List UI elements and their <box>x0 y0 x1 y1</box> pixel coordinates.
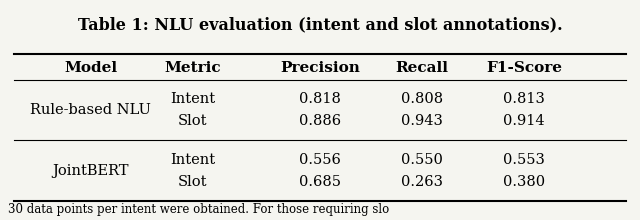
Text: 0.886: 0.886 <box>299 114 341 128</box>
Text: JointBERT: JointBERT <box>52 164 129 178</box>
Text: 0.943: 0.943 <box>401 114 443 128</box>
Text: Metric: Metric <box>164 61 221 75</box>
Text: 0.380: 0.380 <box>503 175 545 189</box>
Text: 0.263: 0.263 <box>401 175 443 189</box>
Text: Slot: Slot <box>178 175 207 189</box>
Text: 0.550: 0.550 <box>401 153 443 167</box>
Text: 0.808: 0.808 <box>401 92 443 106</box>
Text: 0.685: 0.685 <box>299 175 341 189</box>
Text: 0.556: 0.556 <box>299 153 341 167</box>
Text: Recall: Recall <box>396 61 449 75</box>
Text: Precision: Precision <box>280 61 360 75</box>
Text: Table 1: NLU evaluation (intent and slot annotations).: Table 1: NLU evaluation (intent and slot… <box>77 16 563 34</box>
Text: 0.813: 0.813 <box>503 92 545 106</box>
Text: Rule-based NLU: Rule-based NLU <box>30 103 151 117</box>
Text: 0.914: 0.914 <box>503 114 545 128</box>
Text: Slot: Slot <box>178 114 207 128</box>
Text: 30 data points per intent were obtained. For those requiring slo: 30 data points per intent were obtained.… <box>8 204 389 216</box>
Text: 0.553: 0.553 <box>503 153 545 167</box>
Text: Intent: Intent <box>170 153 215 167</box>
Text: Intent: Intent <box>170 92 215 106</box>
Text: 0.818: 0.818 <box>299 92 341 106</box>
Text: F1-Score: F1-Score <box>486 61 562 75</box>
Text: Model: Model <box>64 61 117 75</box>
